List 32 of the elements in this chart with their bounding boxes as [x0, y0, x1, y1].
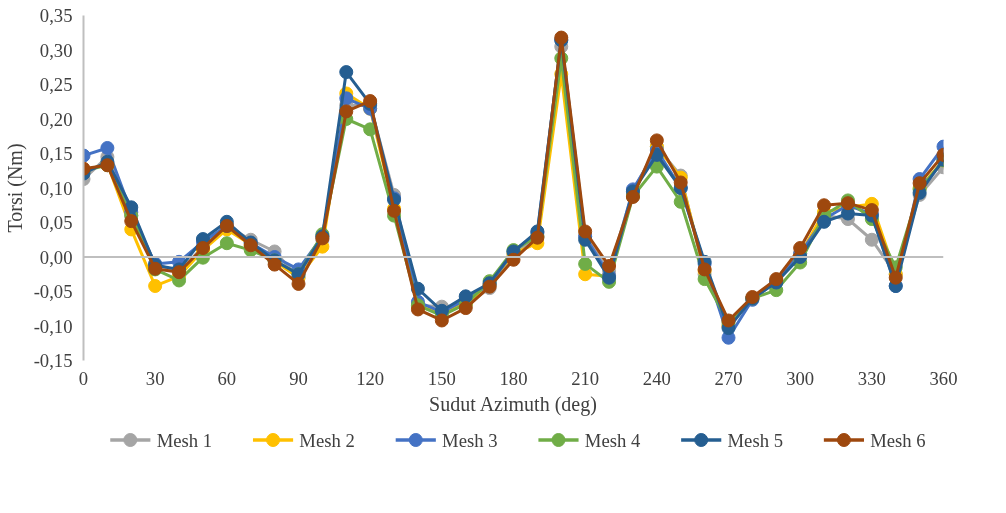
x-tick-label: 240 — [642, 367, 671, 389]
y-tick-label: 0,20 — [39, 108, 73, 130]
y-tick-label: 0,30 — [39, 39, 73, 61]
y-tick-label: 0,05 — [39, 212, 73, 233]
y-axis-title: Torsi (Nm) — [3, 143, 27, 233]
legend-label: Mesh 3 — [442, 429, 498, 451]
legend-label: Mesh 6 — [870, 429, 926, 451]
y-tick-label: 0,00 — [39, 246, 73, 268]
x-tick-label: 330 — [857, 367, 886, 389]
x-axis-title: Sudut Azimuth (deg) — [429, 392, 597, 416]
x-tick-label: 180 — [499, 367, 528, 389]
y-tick-label: -0,05 — [33, 281, 73, 302]
legend-label: Mesh 1 — [156, 429, 213, 451]
x-tick-label: 150 — [427, 367, 456, 389]
x-tick-label: 210 — [571, 367, 600, 389]
y-tick-label: 0,25 — [39, 74, 73, 95]
x-tick-label: 0 — [78, 367, 89, 389]
x-tick-label: 30 — [145, 367, 165, 389]
x-tick-label: 60 — [217, 367, 237, 389]
y-tick-label: 0,10 — [39, 177, 73, 199]
x-tick-label: 90 — [289, 367, 308, 389]
y-tick-label: -0,10 — [33, 315, 73, 337]
x-tick-label: 270 — [714, 367, 743, 389]
y-tick-label: 0,15 — [39, 143, 73, 164]
x-tick-label: 360 — [929, 367, 958, 389]
y-tick-label: -0,15 — [33, 350, 73, 371]
y-tick-label: 0,35 — [39, 5, 73, 26]
x-tick-label: 120 — [356, 367, 385, 389]
legend-label: Mesh 4 — [584, 429, 641, 451]
legend-label: Mesh 2 — [299, 429, 355, 451]
x-tick-label: 300 — [786, 367, 815, 389]
legend-label: Mesh 5 — [727, 429, 783, 451]
